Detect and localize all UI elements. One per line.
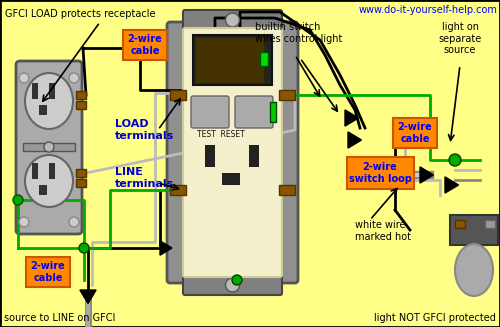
Bar	[270, 102, 276, 122]
Bar	[279, 185, 295, 195]
Text: white wire
marked hot: white wire marked hot	[355, 220, 411, 242]
Bar	[195, 37, 264, 83]
FancyBboxPatch shape	[26, 257, 70, 287]
Bar	[193, 35, 272, 85]
Circle shape	[13, 195, 23, 205]
Bar	[170, 90, 186, 100]
Bar	[76, 101, 86, 109]
Bar	[170, 185, 186, 195]
FancyBboxPatch shape	[183, 28, 282, 277]
Bar	[205, 145, 215, 167]
Text: source to LINE on GFCI: source to LINE on GFCI	[4, 313, 116, 323]
Text: 2-wire
cable: 2-wire cable	[30, 261, 66, 283]
Polygon shape	[348, 132, 362, 148]
Ellipse shape	[455, 244, 493, 296]
Bar	[450, 215, 498, 245]
Bar	[49, 163, 55, 179]
Polygon shape	[420, 167, 434, 183]
FancyBboxPatch shape	[16, 61, 82, 234]
Bar	[485, 220, 495, 228]
Bar	[39, 105, 47, 115]
FancyBboxPatch shape	[167, 22, 298, 283]
Circle shape	[69, 217, 79, 227]
Circle shape	[19, 217, 29, 227]
Text: 2-wire
switch loop: 2-wire switch loop	[348, 162, 412, 184]
Bar	[222, 173, 240, 185]
Bar	[32, 163, 38, 179]
Ellipse shape	[25, 155, 73, 207]
Circle shape	[44, 142, 54, 152]
Bar	[249, 145, 259, 167]
FancyBboxPatch shape	[183, 273, 282, 295]
Text: LINE
terminals: LINE terminals	[115, 167, 174, 189]
Bar	[23, 143, 75, 151]
FancyBboxPatch shape	[347, 157, 414, 189]
Text: light on
separate
source: light on separate source	[438, 22, 482, 55]
Bar	[279, 90, 295, 100]
Bar	[49, 83, 55, 99]
Bar	[39, 185, 47, 195]
Bar	[260, 52, 268, 66]
Polygon shape	[80, 290, 96, 303]
Polygon shape	[160, 241, 172, 255]
Polygon shape	[345, 110, 358, 126]
FancyBboxPatch shape	[235, 96, 273, 128]
FancyBboxPatch shape	[123, 30, 167, 60]
Text: TEST  RESET: TEST RESET	[197, 130, 245, 139]
Text: 2-wire
cable: 2-wire cable	[128, 34, 162, 56]
Polygon shape	[445, 177, 458, 193]
FancyBboxPatch shape	[191, 96, 229, 128]
Bar	[32, 83, 38, 99]
Bar	[76, 91, 86, 99]
Bar	[455, 220, 465, 228]
Bar	[76, 179, 86, 187]
Ellipse shape	[25, 73, 73, 129]
Circle shape	[449, 154, 461, 166]
FancyBboxPatch shape	[183, 10, 282, 32]
Text: GFCI LOAD protects receptacle: GFCI LOAD protects receptacle	[5, 9, 156, 19]
Circle shape	[19, 73, 29, 83]
Text: LOAD
terminals: LOAD terminals	[115, 119, 174, 141]
Circle shape	[79, 243, 89, 253]
Text: www.do-it-yourself-help.com: www.do-it-yourself-help.com	[358, 5, 497, 15]
Circle shape	[232, 275, 242, 285]
Text: builtin switch
wires control light: builtin switch wires control light	[255, 22, 342, 43]
Circle shape	[69, 73, 79, 83]
FancyBboxPatch shape	[393, 118, 437, 148]
Circle shape	[226, 13, 239, 27]
Circle shape	[226, 278, 239, 292]
Text: 2-wire
cable: 2-wire cable	[398, 122, 432, 144]
Bar	[76, 169, 86, 177]
Text: light NOT GFCI protected: light NOT GFCI protected	[374, 313, 496, 323]
